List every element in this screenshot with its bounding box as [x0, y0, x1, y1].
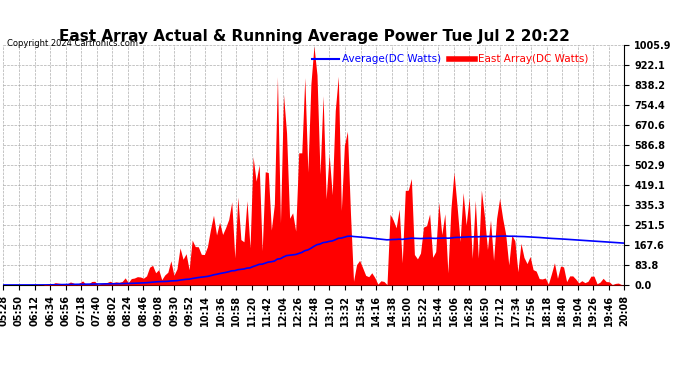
Text: Copyright 2024 Cartronics.com: Copyright 2024 Cartronics.com — [7, 39, 138, 48]
Title: East Array Actual & Running Average Power Tue Jul 2 20:22: East Array Actual & Running Average Powe… — [59, 29, 569, 44]
Legend: Average(DC Watts), East Array(DC Watts): Average(DC Watts), East Array(DC Watts) — [308, 50, 593, 69]
